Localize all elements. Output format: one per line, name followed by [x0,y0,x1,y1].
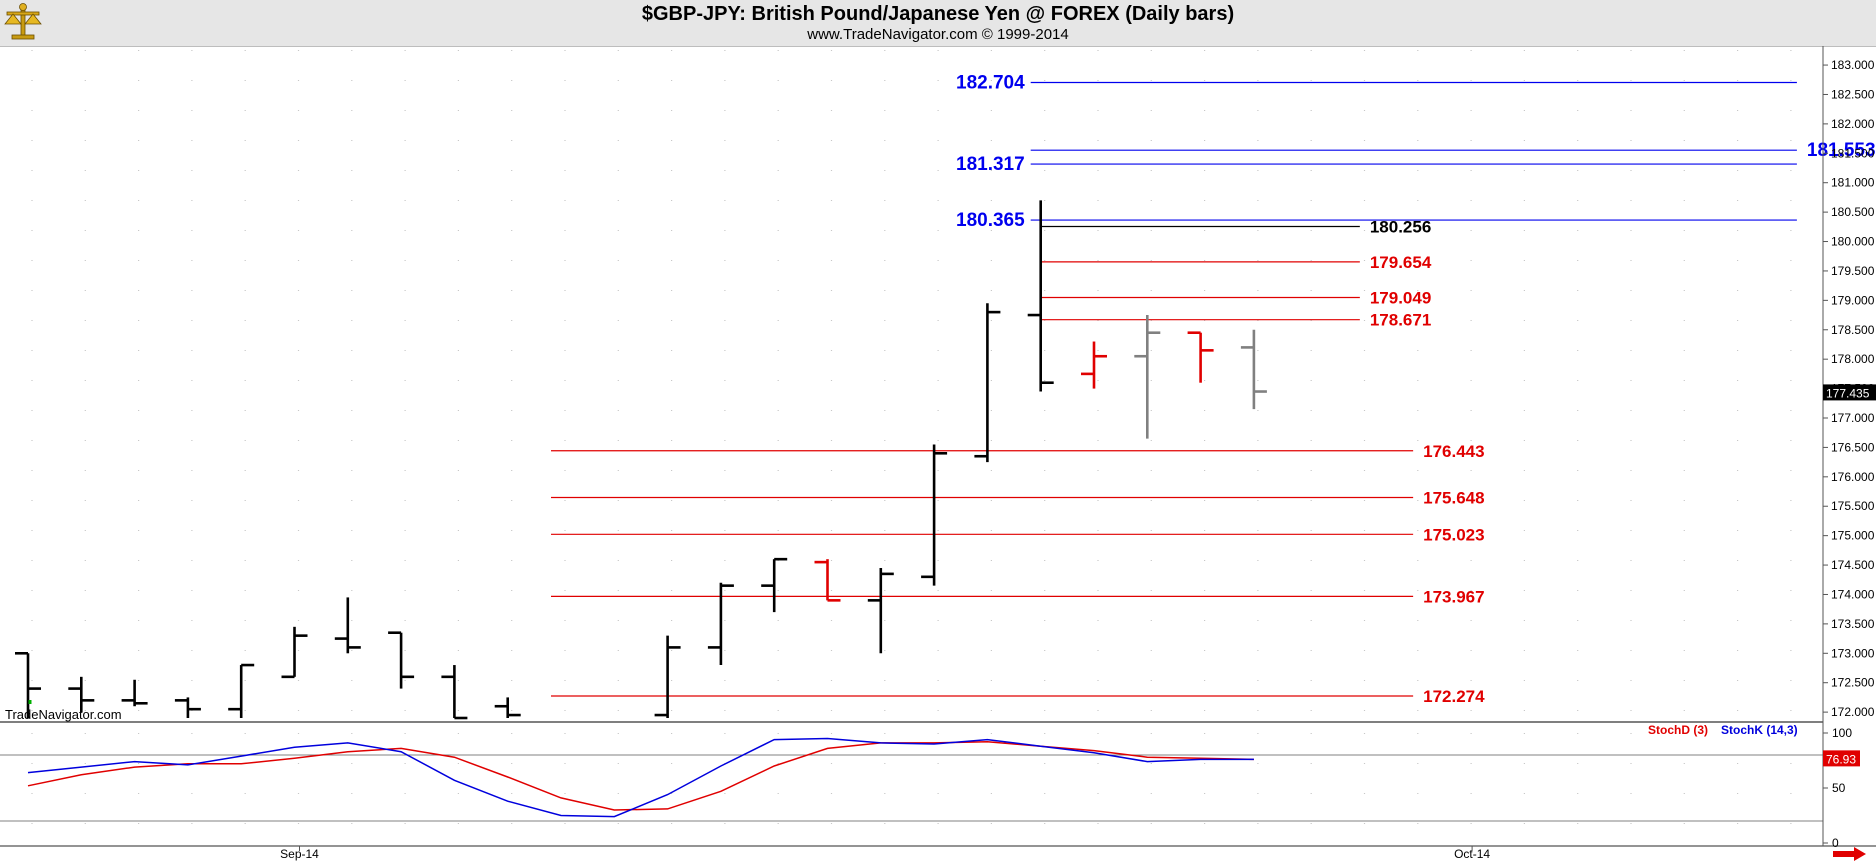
ohlc-bar [228,663,255,718]
price-level-label: 181.553 [1807,140,1876,161]
stoch-last-box [1823,750,1860,767]
stoch-line [27,737,1254,818]
ohlc-bar [654,635,681,718]
stoch-last-label: 76.93 [1826,752,1856,766]
y-tick-label: 174.000 [1831,587,1875,601]
last-price-box [1823,384,1876,401]
y-tick-label: 179.500 [1831,264,1875,278]
chart-title: $GBP-JPY: British Pound/Japanese Yen @ F… [641,3,1235,25]
price-level-label: 180.256 [1370,217,1431,236]
ohlc-bar [1134,315,1161,439]
stoch-line [27,741,1254,811]
y-tick-label: 177.000 [1831,411,1875,425]
y-tick-label: 179.000 [1831,293,1875,307]
ohlc-bar [121,679,148,707]
price-level-label: 176.443 [1423,442,1484,461]
price-levels: 182.704 181.553 181.317 180.365 180.256 179.6… [551,72,1876,706]
watermark-label: TradeNavigator.com [5,707,122,722]
ohlc-bar [974,303,1001,463]
ohlc-bar [15,651,41,718]
ohlc-bar [867,568,894,654]
stochk-legend: StochK (14,3) [1721,723,1798,737]
chart-subtitle: www.TradeNavigator.com © 1999-2014 [807,26,1069,43]
price-level-label: 182.704 [956,72,1025,93]
scales-logo-icon[interactable] [2,2,44,42]
ohlc-bar [334,597,361,654]
y-tick-label: 182.500 [1831,87,1875,101]
price-level-label: 175.023 [1423,525,1484,544]
price-level-label: 179.049 [1370,288,1431,307]
ohlc-bar [388,631,415,689]
ohlc-bar [441,665,468,720]
x-tick-label: Oct-14 [1454,847,1490,861]
y-tick-label: 181.500 [1831,146,1875,160]
y-tick-label: 173.000 [1831,646,1875,660]
ohlc-bar [1240,329,1267,410]
stoch-tick-label: 100 [1832,726,1852,740]
ohlc-bar [1187,331,1214,383]
x-tick-label: Sep-14 [280,847,319,861]
y-tick-label: 176.000 [1831,470,1875,484]
ohlc-bar [1081,341,1107,389]
price-level-label: 173.967 [1423,587,1484,606]
price-level-label: 175.648 [1423,489,1484,508]
price-level-label: 180.365 [956,210,1025,231]
chart-header: $GBP-JPY: British Pound/Japanese Yen @ F… [0,0,1876,47]
ohlc-bar [1027,200,1054,392]
y-tick-label: 180.000 [1831,235,1875,249]
ohlc-bar [281,626,308,679]
last-price-label: 177.435 [1826,386,1870,400]
price-level-label: 178.671 [1370,311,1431,330]
ohlc-bar [68,676,95,713]
ohlc-bar [174,697,201,718]
stoch-lines [27,700,1254,818]
price-level-label: 179.654 [1370,253,1432,272]
y-tick-label: 180.500 [1831,205,1875,219]
y-tick-label: 174.500 [1831,558,1875,572]
axes: 183.000 182.500 182.000 181.500 181.000 180.5… [0,46,1876,861]
y-tick-label: 178.500 [1831,323,1875,337]
y-tick-label: 172.000 [1831,705,1875,719]
ohlc-bar [761,557,788,613]
ohlc-bar [707,582,734,666]
ohlc-bar [494,697,521,718]
y-tick-label: 182.000 [1831,117,1875,131]
ohlc-bar [921,444,948,586]
stoch-tick-label: 0 [1832,836,1839,850]
stochd-legend: StochD (3) [1648,723,1708,737]
y-tick-label: 173.500 [1831,617,1875,631]
y-tick-label: 175.500 [1831,499,1875,513]
price-level-label: 172.274 [1423,687,1485,706]
price-bars [15,200,1267,720]
y-tick-label: 176.500 [1831,440,1875,454]
y-tick-label: 181.000 [1831,176,1875,190]
ohlc-bar [814,559,841,602]
stoch-grid [0,733,1823,843]
y-tick-label: 183.000 [1831,58,1875,72]
red-right-arrow-icon[interactable] [1832,846,1868,862]
y-tick-label: 178.000 [1831,352,1875,366]
price-level-label: 181.317 [956,154,1025,175]
y-tick-label: 172.500 [1831,676,1875,690]
y-tick-label: 175.000 [1831,529,1875,543]
stoch-tick-label: 50 [1832,781,1846,795]
